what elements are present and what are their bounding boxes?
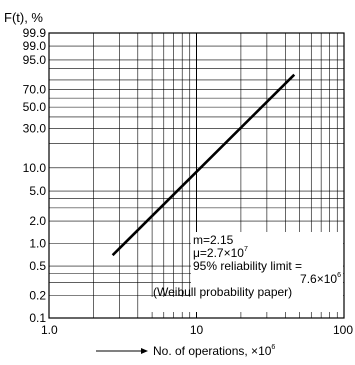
x-axis-label: No. of operations, ×106 [96,344,275,358]
series-layer [111,73,296,257]
annotation-line: m=2.15 [193,233,234,247]
x-tick-labels: 1.0 10 100 [41,323,353,337]
annotation-line: (Weibull probability paper) [153,285,292,299]
chart-title: F(t), % [4,10,43,25]
annotation-exponent: 7 [244,246,248,253]
annotation-line: μ=2.7×107 [193,246,248,260]
annotation-exponent: 6 [337,272,341,279]
annotation-text: 95% reliability limit = [193,259,302,273]
y-tick-label: 50.0 [23,100,47,114]
x-tick-label: 100 [333,323,353,337]
y-tick-label: 0.5 [29,259,46,273]
y-tick-label: 5.0 [29,184,46,198]
x-tick-label: 10 [190,323,204,337]
annotation-text: m=2.15 [193,233,234,247]
y-tick-label: 2.0 [29,214,46,228]
y-tick-label: 99.0 [23,39,47,53]
x-axis-label-text: No. of operations, ×106 [153,344,275,358]
y-tick-label: 0.2 [29,289,46,303]
annotation-text: μ=2.7×10 [193,246,244,260]
x-axis-arrowhead-icon [141,348,148,354]
annotation-text: 7.6×10 [300,272,337,286]
x-axis-label-main: No. of operations, ×10 [153,344,272,358]
y-tick-label: 99.9 [23,26,47,40]
x-tick-label: 1.0 [41,323,58,337]
y-tick-label: 0.1 [29,311,46,325]
annotation-line: 7.6×106 [300,272,341,286]
x-axis-label-exponent: 6 [271,344,275,351]
annotation-text: (Weibull probability paper) [153,285,292,299]
plot-frame [48,32,345,319]
annotation-background [150,297,343,312]
y-tick-labels: 0.10.20.51.02.05.010.030.050.070.095.099… [23,26,47,325]
y-tick-label: 30.0 [23,122,47,136]
y-tick-label: 70.0 [23,82,47,96]
y-tick-label: 95.0 [23,53,47,67]
weibull-fit-line [111,73,296,257]
y-tick-label: 10.0 [23,161,47,175]
annotation-line: 95% reliability limit = [193,259,302,273]
y-tick-label: 1.0 [29,237,46,251]
